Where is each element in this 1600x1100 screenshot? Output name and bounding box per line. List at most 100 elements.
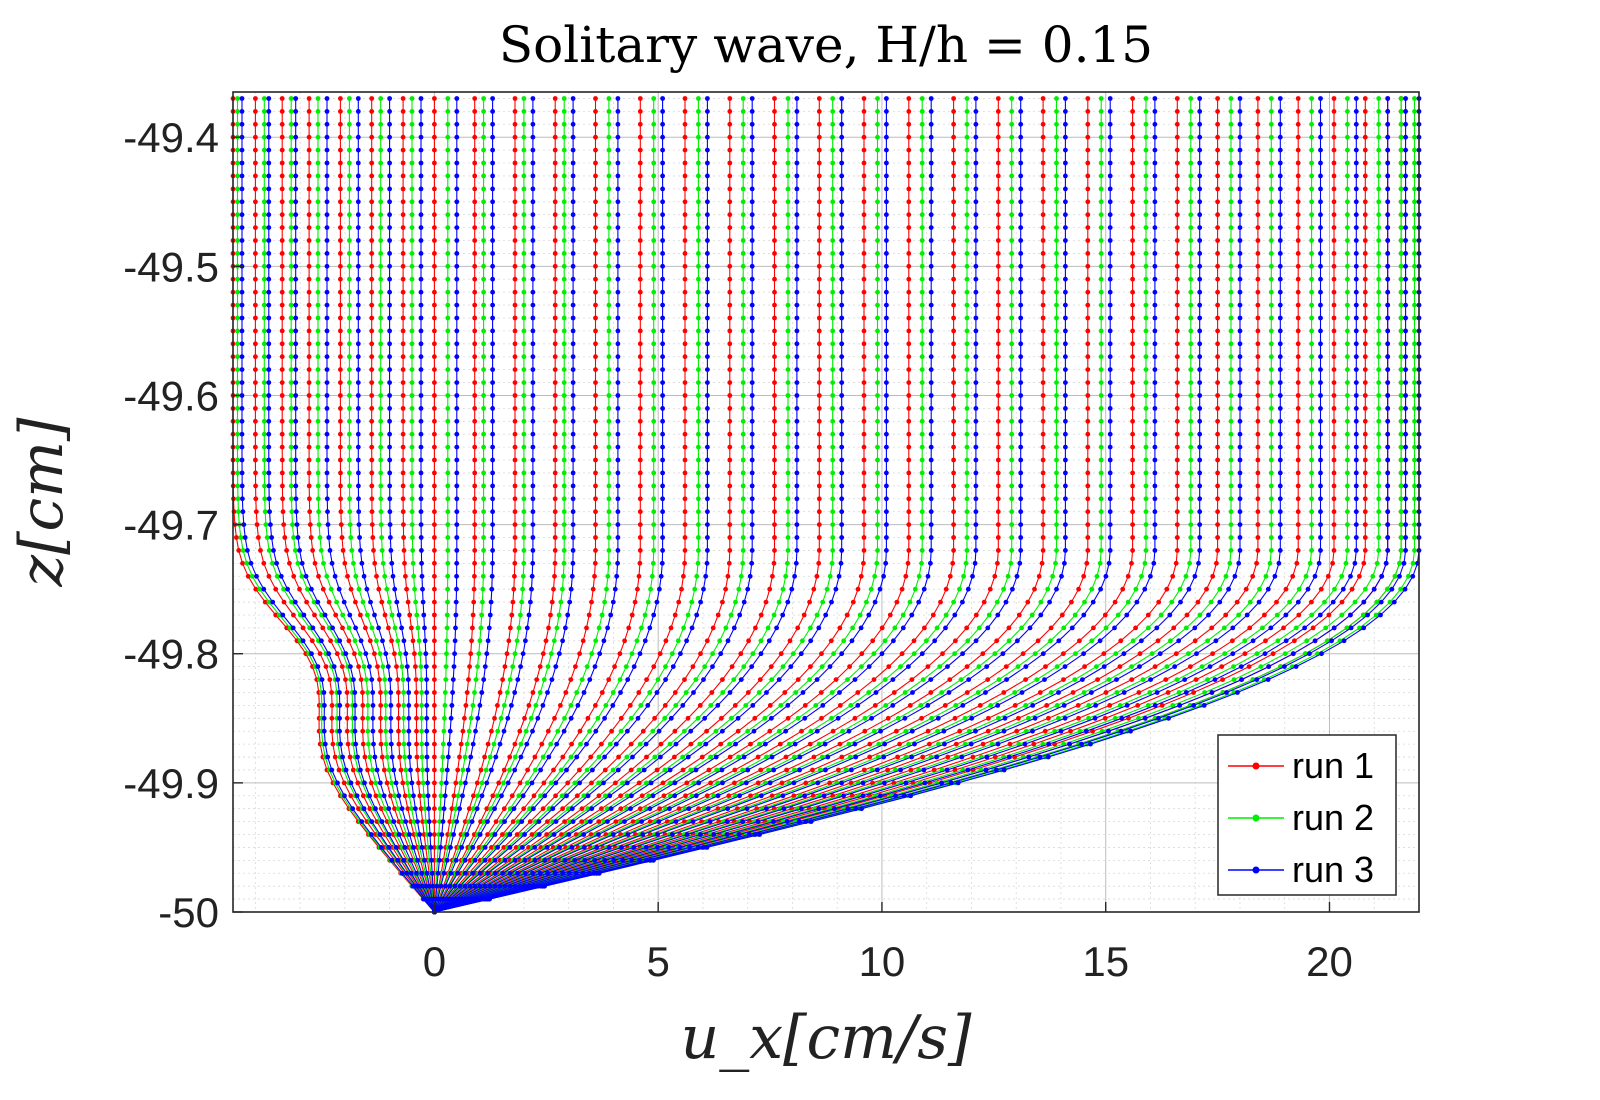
data-point — [320, 625, 326, 631]
data-point — [315, 328, 321, 334]
data-point — [1174, 457, 1180, 463]
data-point — [324, 251, 330, 256]
data-point — [337, 715, 342, 721]
data-point — [367, 664, 372, 669]
data-point — [1295, 109, 1301, 114]
profile-line — [434, 98, 1013, 913]
data-point — [378, 289, 384, 295]
data-point — [861, 444, 867, 450]
data-point — [497, 690, 503, 695]
data-point — [785, 251, 791, 256]
data-point — [785, 418, 791, 424]
data-point — [1268, 134, 1274, 140]
data-point — [906, 522, 912, 527]
data-point — [1084, 560, 1090, 566]
data-point — [1398, 276, 1404, 282]
data-point — [406, 715, 412, 721]
data-point — [1295, 535, 1301, 540]
data-point — [688, 741, 694, 747]
data-point — [568, 586, 574, 592]
data-point — [1170, 573, 1176, 579]
data-point — [325, 754, 331, 760]
data-point — [570, 341, 576, 347]
data-point — [696, 393, 701, 398]
data-point — [440, 819, 446, 824]
data-point — [785, 121, 791, 127]
data-point — [472, 457, 478, 463]
data-point — [409, 160, 415, 166]
data-point — [1085, 315, 1091, 321]
data-point — [432, 109, 437, 114]
data-point — [1009, 96, 1015, 101]
data-point — [785, 548, 791, 553]
data-point — [253, 276, 258, 282]
data-point — [1362, 522, 1368, 527]
data-point — [472, 444, 478, 450]
data-point — [570, 134, 576, 140]
data-point — [1243, 586, 1249, 592]
data-point — [771, 560, 777, 566]
data-point — [432, 121, 437, 127]
data-point — [906, 276, 912, 282]
data-point — [1006, 638, 1012, 644]
data-point — [561, 276, 567, 282]
data-point — [919, 121, 925, 127]
data-point — [1188, 354, 1194, 360]
data-point — [606, 406, 612, 411]
data-point — [338, 238, 343, 243]
data-point — [291, 573, 297, 579]
data-point — [570, 276, 576, 282]
data-point — [785, 96, 791, 101]
data-point — [1098, 509, 1104, 515]
data-point — [356, 586, 362, 592]
data-point — [340, 754, 345, 760]
data-point — [512, 496, 518, 502]
data-point — [1310, 625, 1316, 631]
data-point — [512, 147, 518, 153]
data-point — [239, 251, 245, 256]
data-point — [1412, 522, 1417, 527]
data-point — [830, 522, 836, 527]
data-point — [1376, 238, 1382, 243]
data-point — [951, 457, 956, 463]
data-point — [339, 664, 345, 669]
data-point — [829, 690, 835, 695]
data-point — [620, 780, 625, 786]
data-point — [470, 806, 476, 812]
data-point — [253, 225, 258, 231]
data-point — [400, 483, 406, 489]
data-point — [235, 367, 240, 372]
data-point — [1376, 341, 1382, 347]
data-point — [1345, 341, 1350, 347]
data-point — [1309, 289, 1314, 295]
data-point — [1085, 289, 1091, 295]
data-point — [1258, 664, 1264, 669]
data-point — [477, 638, 483, 644]
data-point — [651, 522, 657, 527]
data-point — [1177, 586, 1183, 592]
data-point — [570, 225, 576, 231]
data-point — [1309, 225, 1314, 231]
data-point — [394, 664, 399, 669]
data-point — [758, 767, 764, 773]
data-point — [239, 367, 245, 372]
data-point — [639, 625, 644, 631]
data-point — [785, 367, 791, 372]
data-point — [1143, 173, 1149, 179]
data-point — [400, 354, 406, 360]
data-point — [504, 651, 510, 657]
data-point — [444, 651, 449, 657]
data-point — [1023, 703, 1029, 708]
data-point — [696, 341, 701, 347]
data-point — [370, 767, 375, 773]
data-point — [424, 741, 430, 747]
data-point — [637, 431, 643, 437]
data-point — [919, 328, 925, 334]
data-point — [606, 522, 612, 527]
data-point — [481, 147, 486, 153]
data-point — [702, 664, 708, 669]
data-point — [261, 444, 267, 450]
data-point — [266, 496, 272, 502]
data-point — [409, 509, 415, 515]
